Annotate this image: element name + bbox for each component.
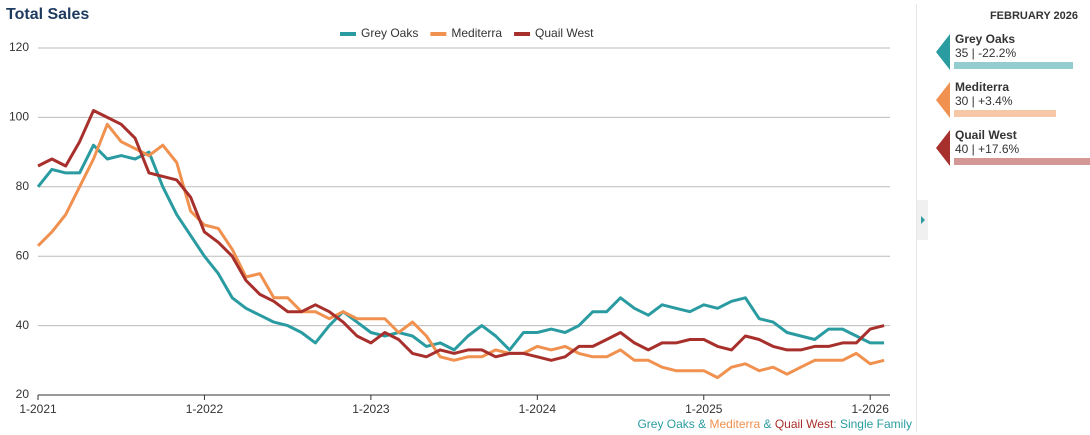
panel-title: FEBRUARY 2026	[990, 10, 1078, 22]
series-line	[37, 109, 885, 362]
x-tick-label: 1-2023	[352, 402, 390, 416]
chart-title: Total Sales	[6, 6, 89, 23]
footnote-part: &	[695, 417, 710, 431]
panel-label: 40 | +17.6%	[955, 142, 1019, 156]
panel-divider	[916, 4, 917, 432]
series-line	[36, 143, 885, 352]
y-tick-label: 40	[16, 318, 30, 332]
footnote-part: Grey Oaks	[637, 417, 694, 431]
x-tick-label: 1-2021	[19, 402, 57, 416]
panel-pointer	[936, 82, 950, 118]
legend-label: Mediterra	[451, 26, 502, 40]
series-line	[36, 122, 885, 380]
panel-pointer	[936, 34, 950, 70]
x-tick-label: 1-2022	[186, 402, 224, 416]
panel-label: 35 | -22.2%	[955, 46, 1016, 60]
legend-label: Quail West	[535, 26, 594, 40]
panel-name: Grey Oaks	[955, 32, 1015, 46]
footnote-part: Quail West	[775, 417, 834, 431]
y-tick-label: 120	[9, 40, 29, 54]
panel-pointer	[936, 130, 950, 166]
toggle-arrow[interactable]	[921, 216, 925, 224]
x-tick-label: 1-2024	[519, 402, 557, 416]
footnote: Grey Oaks & Mediterra & Quail West: Sing…	[637, 417, 912, 431]
panel-name: Quail West	[955, 128, 1017, 142]
panel-label: 30 | +3.4%	[955, 94, 1013, 108]
panel-bar	[954, 110, 1056, 117]
legend-label: Grey Oaks	[361, 26, 418, 40]
x-tick-label: 1-2025	[685, 402, 723, 416]
panel-name: Mediterra	[955, 80, 1009, 94]
footnote-part: &	[760, 417, 775, 431]
panel-bar	[954, 62, 1073, 69]
y-tick-label: 20	[16, 387, 30, 401]
footnote-part: : Single Family	[833, 417, 912, 431]
y-tick-label: 60	[16, 248, 30, 262]
panel-bar	[954, 158, 1090, 165]
x-tick-label: 1-2026	[852, 402, 890, 416]
y-tick-label: 80	[16, 179, 30, 193]
y-tick-label: 100	[9, 110, 29, 124]
footnote-part: Mediterra	[709, 417, 760, 431]
